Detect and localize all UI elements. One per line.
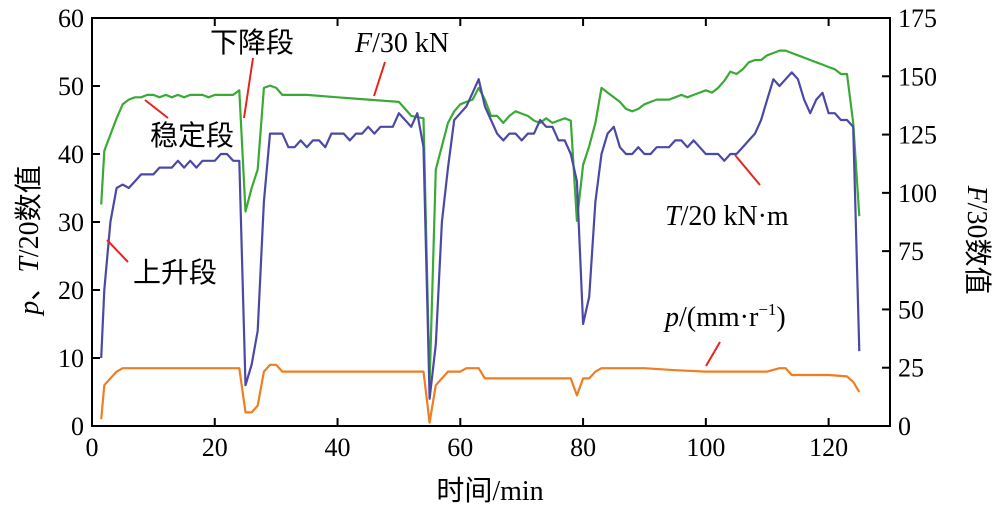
leader-f <box>373 61 386 97</box>
y-right-tick-label: 125 <box>898 121 937 150</box>
x-tick-label: 60 <box>447 433 473 462</box>
y-right-tick-label: 75 <box>898 237 924 266</box>
right-axis-title-f: F <box>961 185 992 204</box>
annotation-leaders <box>106 57 761 367</box>
annotation-ascent: 上升段 <box>133 257 217 289</box>
annotation-steady: 稳定段 <box>150 120 234 152</box>
leader-descent <box>243 57 254 119</box>
y-right-tick-label: 50 <box>898 295 924 324</box>
x-tick-label: 120 <box>809 433 848 462</box>
x-tick-label: 20 <box>202 433 228 462</box>
left-axis-title-rest: /20数值 <box>13 165 45 257</box>
y-right-tick-label: 150 <box>898 62 937 91</box>
left-axis-title: p、T/20数值 <box>13 165 45 316</box>
leader-t <box>734 154 761 186</box>
y-right-tick-label: 175 <box>898 4 937 33</box>
y-left-tick-label: 60 <box>58 4 84 33</box>
y-left-tick-label: 40 <box>58 140 84 169</box>
y-left-tick-label: 50 <box>58 72 84 101</box>
annotation-descent: 下降段 <box>210 27 294 59</box>
ticks: 0 20 40 60 80 100 120 0 10 20 30 40 50 60 0 25 50 75 100 12… <box>58 4 937 462</box>
y-right-tick-label: 100 <box>898 179 937 208</box>
right-axis-title: F/30数值 <box>961 185 993 295</box>
x-tick-label: 100 <box>686 433 725 462</box>
left-axis-title-t: T <box>14 255 45 273</box>
svg-text:p、T/20数值: p、T/20数值 <box>13 165 45 316</box>
series-line-F <box>100 49 861 386</box>
x-tick-label: 40 <box>325 433 351 462</box>
y-right-tick-label: 25 <box>898 354 924 383</box>
series-line-p <box>100 363 861 424</box>
annotation-p-series: p/(mm·r−1) <box>663 300 786 333</box>
x-tick-label: 0 <box>86 433 99 462</box>
right-axis-title-rest: /30数值 <box>961 203 993 295</box>
series-line-T <box>100 71 861 400</box>
y-left-tick-label: 20 <box>58 276 84 305</box>
y-right-tick-label: 0 <box>898 412 911 441</box>
leader-ascent <box>106 239 129 263</box>
y-left-tick-label: 10 <box>58 344 84 373</box>
annotation-f-series: F/30 kN <box>354 28 449 59</box>
y-left-tick-label: 0 <box>71 412 84 441</box>
series-layer <box>100 49 861 424</box>
left-axis-title-sep: 、 <box>14 273 45 301</box>
annotation-t-series: T/20 kN·m <box>665 201 789 232</box>
y-left-tick-label: 30 <box>58 208 84 237</box>
leader-steady <box>144 99 169 119</box>
leader-p <box>705 341 721 367</box>
x-tick-label: 80 <box>570 433 596 462</box>
svg-text:F/30数值: F/30数值 <box>961 185 993 295</box>
x-axis-title: 时间/min <box>436 475 543 507</box>
left-axis-title-p: p <box>14 301 45 317</box>
